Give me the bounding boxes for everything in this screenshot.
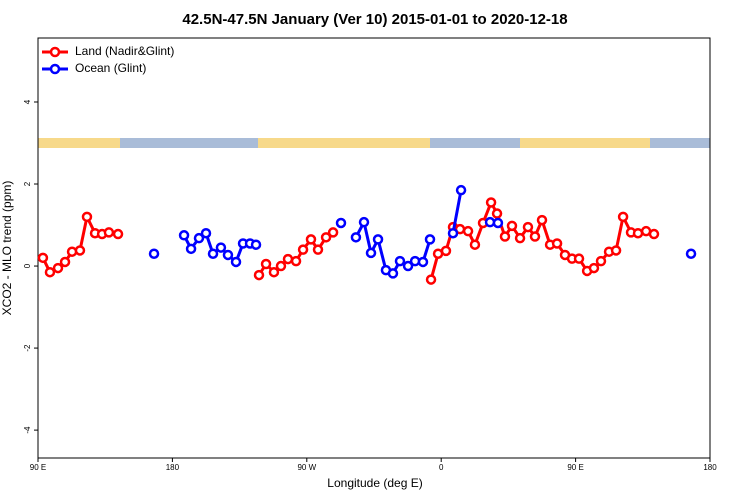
data-point (350, 232, 362, 243)
chart-title: 42.5N-47.5N January (Ver 10) 2015-01-01 … (182, 11, 567, 28)
y-axis-label: XCO2 - MLO trend (ppm) (0, 181, 14, 316)
data-point (290, 255, 302, 267)
data-point (417, 256, 429, 268)
data-point (573, 253, 585, 264)
data-point (327, 227, 339, 238)
data-point (103, 227, 115, 238)
data-point (551, 238, 563, 249)
data-point (81, 211, 93, 223)
data-point (207, 248, 219, 259)
y-tick-label: -2 (23, 344, 32, 352)
x-tick-label: 180 (703, 463, 717, 472)
y-tick-label: -4 (23, 426, 32, 434)
data-point (610, 245, 622, 256)
data-point (402, 260, 414, 272)
legend-marker (49, 46, 61, 58)
data-point (66, 246, 78, 257)
data-point (335, 217, 347, 229)
x-axis-label: Longitude (deg E) (327, 476, 422, 490)
data-point (59, 256, 71, 268)
data-point (275, 260, 287, 272)
data-point (536, 214, 548, 226)
data-point (44, 266, 56, 278)
data-point (447, 227, 459, 239)
data-point (529, 231, 541, 242)
series-line (41, 198, 655, 280)
data-point (253, 269, 265, 281)
data-point (74, 245, 86, 256)
y-tick-label: 2 (23, 181, 32, 186)
data-point (491, 208, 503, 219)
data-point (260, 258, 272, 270)
data-point (387, 268, 399, 279)
data-point (268, 266, 280, 278)
data-point (425, 274, 437, 285)
x-tick-label: 90 W (297, 463, 316, 472)
data-point (148, 248, 160, 259)
data-point (193, 232, 205, 244)
data-point (588, 262, 600, 274)
data-point (514, 232, 526, 244)
plot-frame (37, 37, 711, 459)
data-point (648, 228, 660, 240)
data-point (297, 244, 309, 255)
data-point (320, 232, 332, 243)
data-point (372, 234, 384, 245)
data-point (394, 255, 406, 267)
x-tick-label: 0 (439, 463, 444, 472)
data-point (200, 227, 212, 239)
data-point (52, 262, 64, 274)
data-point (112, 228, 124, 240)
data-point (37, 252, 49, 264)
data-point (312, 244, 324, 255)
data-point (424, 234, 436, 245)
data-point (462, 225, 474, 237)
legend-label: Ocean (Glint) (75, 61, 146, 75)
data-point (499, 231, 511, 242)
data-point (358, 216, 370, 228)
data-point (522, 221, 534, 233)
data-point (469, 239, 481, 250)
data-point (282, 253, 294, 265)
data-point (230, 256, 242, 268)
data-point (250, 239, 262, 250)
data-point (632, 227, 644, 239)
data-point (440, 245, 452, 257)
x-tick-label: 90 E (567, 463, 583, 472)
data-point (365, 247, 377, 259)
data-point (595, 255, 607, 267)
land-mask-strip (38, 138, 710, 148)
data-point (178, 230, 190, 241)
data-point (455, 184, 467, 196)
data-point (506, 220, 518, 232)
y-tick-label: 4 (23, 99, 32, 104)
data-point (485, 197, 497, 208)
data-point (222, 249, 234, 261)
legend-label: Land (Nadir&Glint) (75, 44, 174, 58)
data-point (215, 242, 227, 253)
data-point (685, 248, 697, 259)
x-tick-label: 90 E (30, 463, 46, 472)
x-tick-label: 180 (166, 463, 180, 472)
legend-marker (49, 63, 61, 75)
y-tick-label: 0 (23, 263, 32, 268)
data-point (305, 234, 317, 245)
data-point (492, 217, 504, 229)
data-point (185, 243, 197, 255)
data-point (617, 211, 629, 223)
